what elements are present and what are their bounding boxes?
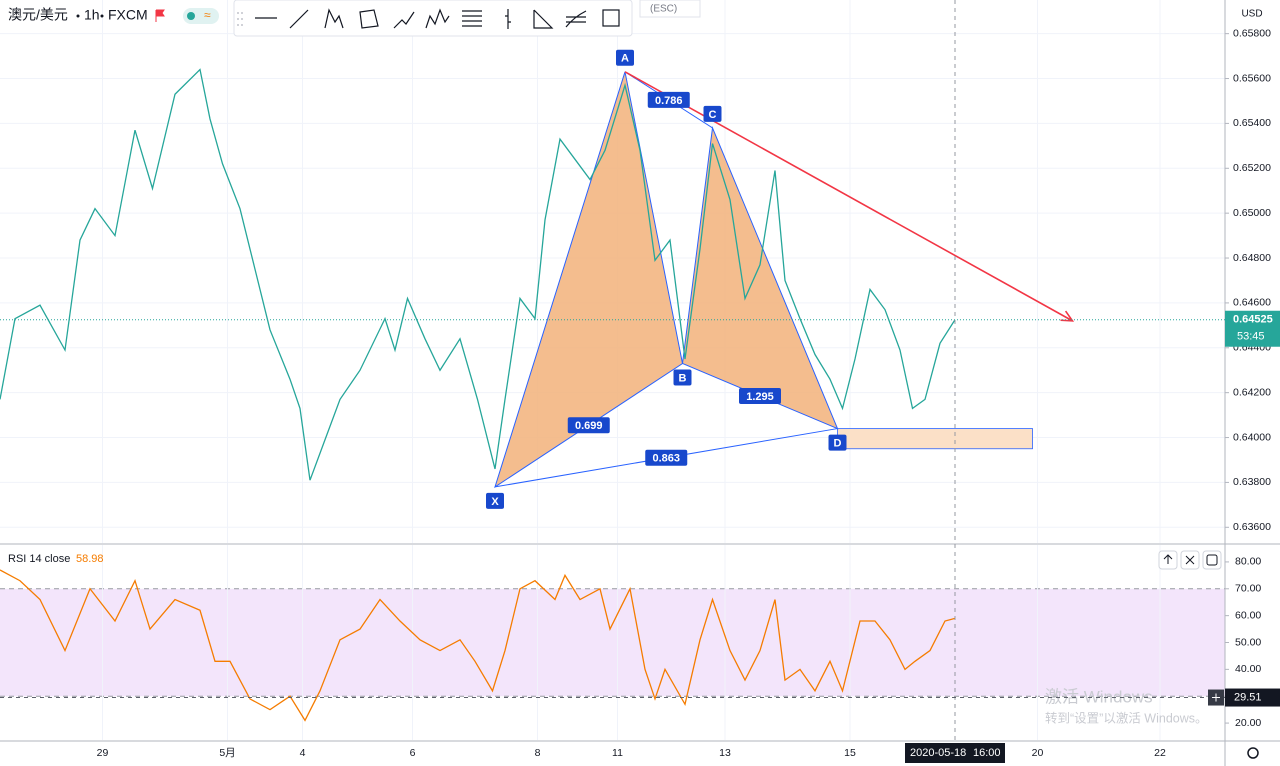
maximize-icon xyxy=(1206,554,1218,566)
plus-icon xyxy=(1212,693,1220,702)
ratio-box xyxy=(647,91,690,108)
point-label: X xyxy=(491,496,499,508)
interval[interactable]: 1h xyxy=(84,7,100,23)
x-tick-label: 13 xyxy=(719,747,731,759)
point-box xyxy=(616,49,634,66)
tool-polygon[interactable] xyxy=(359,9,379,29)
y-tick-label: 40.00 xyxy=(1235,663,1261,675)
close-icon xyxy=(1185,555,1195,565)
tool-fan[interactable] xyxy=(565,10,587,28)
tool-path[interactable] xyxy=(393,11,415,29)
y-tick-label: 0.65600 xyxy=(1233,72,1271,84)
drawing-toolbar: (ESC) xyxy=(233,0,701,37)
watermark-title: 激活 Windows xyxy=(1045,687,1153,706)
toggle[interactable] xyxy=(183,8,219,24)
point-label: B xyxy=(679,372,687,384)
tool-elliott[interactable] xyxy=(425,8,450,29)
point-box xyxy=(486,492,504,509)
point-box xyxy=(828,434,847,451)
x-tick-label: 11 xyxy=(612,747,623,759)
currency[interactable]: USD xyxy=(1241,9,1262,20)
point-box xyxy=(703,105,722,122)
x-tick-label: 6 xyxy=(410,747,416,759)
tool-rectangle[interactable] xyxy=(602,9,620,27)
crosshair-time: 16:00 xyxy=(973,747,1001,759)
up-icon xyxy=(1163,554,1173,564)
last-price-label: 0.64525 xyxy=(1233,314,1273,326)
x-tick-label: 5月 xyxy=(219,747,235,759)
watermark-subtitle: 转到“设置”以激活 Windows。 xyxy=(1045,710,1208,725)
point-box xyxy=(673,369,692,386)
last-price-box xyxy=(1225,310,1280,347)
tool-bar[interactable] xyxy=(505,9,511,29)
point-label: D xyxy=(834,437,842,449)
y-tick-label: 0.65000 xyxy=(1233,207,1271,219)
maximize-button[interactable] xyxy=(1202,550,1222,570)
x-tick-label: 15 xyxy=(844,747,856,759)
ratio-label: 0.863 xyxy=(652,453,680,465)
tool-angle[interactable] xyxy=(533,9,554,29)
x-tick-label: 4 xyxy=(300,747,306,759)
ratio-box xyxy=(739,388,781,405)
crosshair-date: 2020-05-18 xyxy=(910,747,966,759)
main-pane: 0.786 0.699 1.295 0.863 X A B C D xyxy=(0,49,1075,722)
trendline-arrow xyxy=(1060,310,1075,322)
y-tick-label: 0.64800 xyxy=(1233,252,1271,264)
tool-fib[interactable] xyxy=(462,10,482,27)
y-tick-label: 0.63600 xyxy=(1233,521,1271,533)
crosshair-y-box xyxy=(1225,688,1280,707)
trendline xyxy=(624,71,1073,322)
source: FXCM xyxy=(108,7,148,23)
toggle-icon: ≈ xyxy=(204,8,211,22)
y-tick-label: 0.63800 xyxy=(1233,476,1271,488)
y-tick-label: 0.65200 xyxy=(1233,162,1271,174)
x-tick-label: 8 xyxy=(535,747,541,759)
ratio-label: 1.295 xyxy=(746,391,774,403)
x-tick-label: 22 xyxy=(1154,747,1166,759)
y-tick-label: 0.64600 xyxy=(1233,297,1271,309)
y-tick-label: 0.65800 xyxy=(1233,27,1271,39)
zone xyxy=(837,428,1033,450)
y-tick-label: 0.64200 xyxy=(1233,386,1271,398)
toolbar-box xyxy=(233,0,633,37)
ratio-box xyxy=(645,449,688,466)
x-tick-label: 29 xyxy=(97,747,109,759)
toggle-dot xyxy=(187,12,195,20)
separator xyxy=(100,14,104,18)
ratio-box xyxy=(567,417,610,434)
price-line xyxy=(0,68,956,481)
drag-handle[interactable] xyxy=(237,12,243,26)
y-tick-label: 0.65400 xyxy=(1233,117,1271,129)
y-tick-label: 80.00 xyxy=(1235,556,1261,568)
tool-trendline[interactable] xyxy=(289,9,309,29)
y-tick-label: 50.00 xyxy=(1235,636,1261,648)
ratio-label: 0.699 xyxy=(575,420,603,432)
tool-pattern[interactable] xyxy=(324,8,344,29)
settings-button[interactable] xyxy=(1247,747,1259,759)
indicator-value: 58.98 xyxy=(76,553,104,565)
point-label: C xyxy=(709,109,717,121)
separator xyxy=(76,14,80,18)
y-tick-label: 60.00 xyxy=(1235,609,1261,621)
indicator-title[interactable]: RSI 14 close xyxy=(8,553,70,565)
grid xyxy=(0,0,1225,740)
pane-controls xyxy=(1158,550,1222,570)
point-label: A xyxy=(621,53,629,65)
x-tick-label: 20 xyxy=(1032,747,1044,759)
ratio-label: 0.786 xyxy=(655,95,683,107)
y-tick-label: 20.00 xyxy=(1235,717,1261,729)
y-tick-label: 0.64000 xyxy=(1233,431,1271,443)
symbol[interactable]: 澳元/美元 xyxy=(8,7,68,23)
flag-icon[interactable] xyxy=(155,9,165,22)
y-tick-label: 70.00 xyxy=(1235,583,1261,595)
tooltip-text: (ESC) xyxy=(650,4,677,15)
crosshair-x-box xyxy=(905,743,1005,763)
countdown: 53:45 xyxy=(1237,331,1265,343)
tooltip xyxy=(639,0,701,18)
rsi-band xyxy=(0,588,1225,697)
rsi-line xyxy=(0,569,956,722)
crosshair-y-label: 29.51 xyxy=(1234,691,1262,703)
